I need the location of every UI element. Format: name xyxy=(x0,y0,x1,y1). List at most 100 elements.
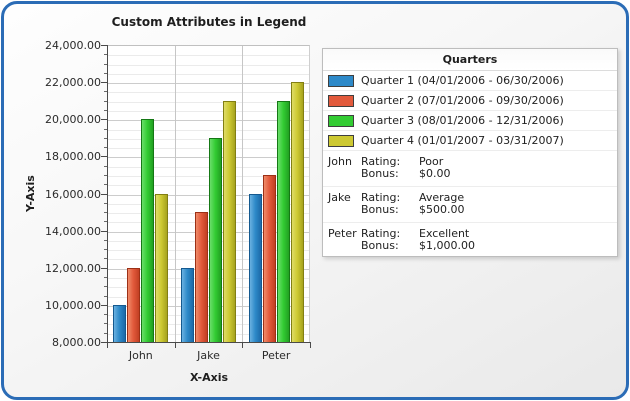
y-axis-major-tick xyxy=(101,342,107,343)
y-axis-minor-tick xyxy=(104,72,107,74)
y-tick-label: 20,000.00 xyxy=(45,113,101,127)
plot-area xyxy=(107,45,310,342)
attribute-rating-row: Peter Rating: Excellent xyxy=(323,228,617,240)
attribute-rating-value: Poor xyxy=(419,155,444,168)
y-axis-minor-tick xyxy=(104,165,107,167)
y-axis-minor-tick xyxy=(104,109,107,111)
legend-swatch-quarter-4 xyxy=(328,134,354,147)
attribute-rating-value: Excellent xyxy=(419,227,470,240)
bar-peter-quarter-2 xyxy=(262,174,276,342)
gridline-minor xyxy=(107,92,309,94)
y-axis-minor-tick xyxy=(104,202,107,204)
attribute-bonus-value: $500.00 xyxy=(419,203,465,216)
y-axis-minor-tick xyxy=(104,174,107,176)
gridline-minor xyxy=(107,333,309,335)
y-axis-minor-tick xyxy=(104,63,107,65)
y-axis-minor-tick xyxy=(104,332,107,334)
attribute-name: Peter xyxy=(328,227,357,240)
gridline-minor xyxy=(107,129,309,131)
gridline-minor xyxy=(107,101,309,103)
gridline-minor xyxy=(107,315,309,317)
y-axis-minor-tick xyxy=(104,258,107,260)
y-tick-label: 8,000.00 xyxy=(52,336,101,349)
attribute-rating-value: Average xyxy=(419,191,465,204)
attribute-rating-row: John Rating: Poor xyxy=(323,156,617,168)
legend-panel: Quarters Quarter 1 (04/01/2006 - 06/30/2… xyxy=(322,48,618,257)
attribute-name-spacer xyxy=(328,204,361,216)
category-separator xyxy=(174,46,176,342)
bar-peter-quarter-1 xyxy=(248,193,262,342)
gridline-major xyxy=(107,120,309,122)
y-axis-major-tick xyxy=(101,45,107,46)
gridline-minor xyxy=(107,148,309,150)
y-axis-minor-tick xyxy=(104,221,107,223)
legend-item-label: Quarter 4 (01/01/2007 - 03/31/2007) xyxy=(361,134,564,147)
y-tick-label: 10,000.00 xyxy=(45,298,101,312)
y-tick-label: 22,000.00 xyxy=(45,76,101,90)
y-axis-minor-tick xyxy=(104,91,107,93)
bar-jake-quarter-4 xyxy=(223,100,236,342)
category-label-jake: Jake xyxy=(197,349,220,362)
y-axis-minor-tick xyxy=(104,277,107,279)
gridline-minor xyxy=(107,138,309,140)
gridline-major xyxy=(107,157,309,159)
bar-peter-quarter-3 xyxy=(276,100,290,342)
attribute-bonus-value: $0.00 xyxy=(419,167,451,180)
y-axis-minor-tick xyxy=(104,100,107,102)
y-axis-minor-tick xyxy=(104,323,107,325)
legend-item-label: Quarter 1 (04/01/2006 - 06/30/2006) xyxy=(361,74,564,87)
y-axis-minor-tick xyxy=(104,249,107,251)
attribute-name: Jake xyxy=(328,191,351,204)
legend-attributes: John Rating: Poor Bonus: $0.00 Jake Rating: Ave… xyxy=(323,151,617,258)
legend-item-quarter-2: Quarter 2 (07/01/2006 - 09/30/2006) xyxy=(323,91,617,111)
bar-peter-quarter-4 xyxy=(290,82,304,342)
gridline-minor xyxy=(107,166,309,168)
y-tick-label: 18,000.00 xyxy=(45,150,101,164)
gridline-major xyxy=(107,83,309,85)
attribute-bonus-row: Bonus: $1,000.00 xyxy=(323,240,617,252)
bar-john-quarter-1 xyxy=(113,304,127,342)
y-tick-label: 14,000.00 xyxy=(45,224,101,238)
category-label-peter: Peter xyxy=(261,349,291,362)
bar-john-quarter-3 xyxy=(141,119,155,342)
legend-item-quarter-1: Quarter 1 (04/01/2006 - 06/30/2006) xyxy=(323,71,617,91)
legend-item-quarter-3: Quarter 3 (08/01/2006 - 12/31/2006) xyxy=(323,111,617,131)
attribute-name: John xyxy=(328,155,352,168)
x-axis-tick xyxy=(310,343,311,348)
attribute-bonus-value: $1,000.00 xyxy=(419,239,475,252)
y-tick-label: 16,000.00 xyxy=(45,187,101,201)
gridline-minor xyxy=(107,110,309,112)
y-axis-minor-tick xyxy=(104,137,107,139)
attribute-rating-label: Rating: xyxy=(361,191,401,204)
attribute-rating-row: Jake Rating: Average xyxy=(323,192,617,204)
category-label-john: John xyxy=(128,349,153,362)
y-axis-major-tick xyxy=(101,230,107,232)
y-axis-minor-tick xyxy=(104,295,107,297)
bar-jake-quarter-1 xyxy=(181,267,194,342)
attribute-bonus-row: Bonus: $500.00 xyxy=(323,204,617,216)
legend-swatch-quarter-3 xyxy=(328,114,354,127)
legend-item-label: Quarter 3 (08/01/2006 - 12/31/2006) xyxy=(361,114,564,127)
legend-attribute-jake: Jake Rating: Average Bonus: $500.00 xyxy=(323,187,617,223)
legend-attribute-john: John Rating: Poor Bonus: $0.00 xyxy=(323,151,617,187)
x-axis-title: X-Axis xyxy=(189,371,229,384)
attribute-bonus-row: Bonus: $0.00 xyxy=(323,168,617,180)
gridline-major xyxy=(107,194,309,196)
gridline-major xyxy=(107,305,309,307)
gridline-minor xyxy=(107,222,309,224)
gridline-minor xyxy=(107,250,309,252)
bar-jake-quarter-2 xyxy=(195,212,208,342)
y-axis-minor-tick xyxy=(104,147,107,149)
legend-title: Quarters xyxy=(323,49,617,71)
bar-jake-quarter-3 xyxy=(209,137,222,342)
attribute-bonus-label: Bonus: xyxy=(361,167,399,180)
legend-swatch-quarter-1 xyxy=(328,74,354,87)
y-axis-major-tick xyxy=(101,82,107,84)
attribute-bonus-label: Bonus: xyxy=(361,239,399,252)
gridline-major xyxy=(107,268,309,270)
y-axis-major-tick xyxy=(101,304,107,306)
legend-item-quarter-4: Quarter 4 (01/01/2007 - 03/31/2007) xyxy=(323,131,617,151)
y-axis-minor-tick xyxy=(104,212,107,214)
